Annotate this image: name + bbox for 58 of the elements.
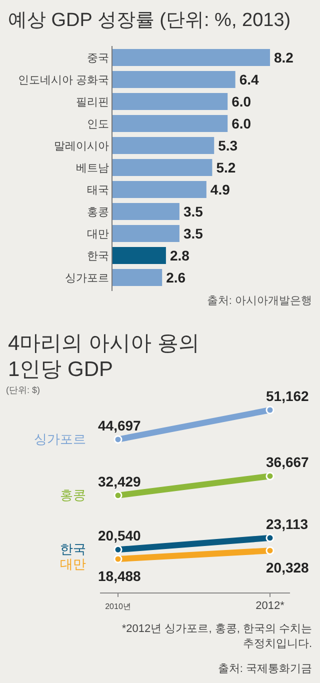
point: [266, 546, 274, 555]
data-label: 2.6: [166, 270, 186, 286]
data-label: 5.2: [216, 160, 236, 176]
y-tick-label: 싱가포르: [65, 272, 109, 284]
bar: [112, 225, 180, 242]
y-tick-label: 한국: [87, 250, 109, 262]
data-label: 20,328: [266, 560, 310, 576]
y-tick-label: 홍콩: [87, 206, 109, 218]
point: [114, 554, 122, 564]
point: [114, 491, 122, 500]
x-tick-label: 2010년: [105, 602, 131, 611]
data-label: 3.5: [183, 226, 204, 242]
point: [266, 534, 274, 542]
bar: [112, 93, 228, 110]
bar: [112, 181, 206, 198]
bar: [112, 269, 162, 286]
source-note: 출처: 아시아개발은행: [206, 295, 312, 307]
point: [266, 406, 274, 414]
point: [114, 435, 122, 444]
data-label: 23,113: [266, 516, 308, 532]
data-label: 6.0: [232, 94, 252, 110]
y-tick-label: 말레이시아: [54, 140, 109, 152]
data-label: 4.9: [210, 182, 230, 198]
text: *2012년 싱가포르, 홍콩, 한국의 수치는 추정치입니다.: [122, 623, 312, 650]
bar: [112, 247, 166, 264]
data-label: 20,540: [98, 528, 142, 544]
y-tick-label: 태국: [87, 184, 109, 196]
bar: [112, 203, 180, 220]
data-label: 6.0: [232, 116, 252, 132]
data-label: 44,697: [98, 417, 142, 434]
data-label: 8.2: [274, 50, 294, 66]
y-tick-label: 대만: [87, 228, 109, 240]
y-tick-label: 인도: [87, 118, 109, 130]
bar: [112, 159, 212, 176]
point: [114, 545, 122, 554]
chart-title: 4마리의 아시아 용의 1인당 GDP: [8, 332, 200, 381]
source-note: 출처: 국제통화기금: [218, 663, 312, 675]
data-label: 36,667: [266, 454, 310, 470]
y-tick-label: 베트남: [76, 162, 109, 174]
y-axis-title: (단위: $): [6, 385, 40, 395]
y-tick-label: 필리핀: [76, 96, 109, 108]
data-label: 51,162: [266, 388, 310, 404]
bar: [112, 71, 236, 88]
bar: [112, 137, 214, 154]
y-tick-label: 중국: [87, 52, 109, 64]
data-label: 2.8: [170, 248, 190, 264]
text: 싱가포르: [34, 431, 86, 446]
data-label: 18,488: [98, 568, 142, 584]
y-tick-label: 인도네시아 공화국: [18, 74, 109, 86]
chart-title: 예상 GDP 성장률 (단위: %, 2013): [8, 10, 291, 31]
bar: [112, 115, 228, 132]
bar: [112, 49, 270, 66]
data-label: 5.3: [218, 138, 238, 154]
x-tick-label: 2012*: [256, 600, 286, 612]
data-label: 6.4: [239, 72, 259, 88]
data-label: 3.5: [183, 204, 204, 220]
data-label: 32,429: [98, 473, 142, 490]
point: [266, 472, 274, 480]
